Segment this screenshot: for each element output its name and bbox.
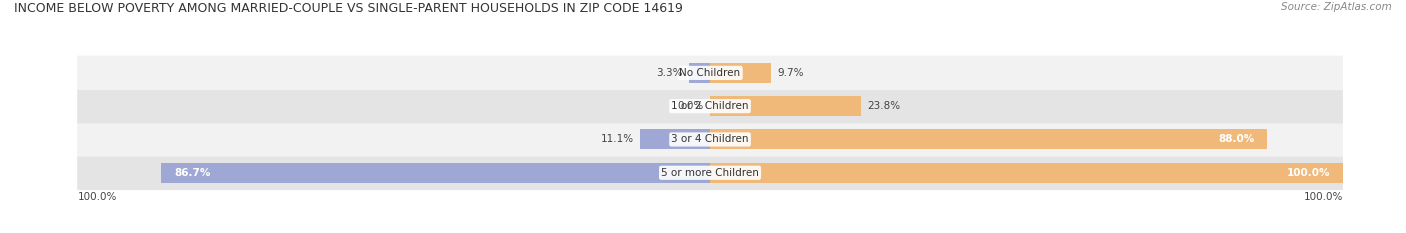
FancyBboxPatch shape [77,89,1343,123]
Bar [710,130,1267,149]
Text: 5 or more Children: 5 or more Children [661,168,759,178]
Bar [710,63,772,83]
Text: 11.1%: 11.1% [600,134,634,144]
Text: 88.0%: 88.0% [1218,134,1254,144]
Text: 23.8%: 23.8% [868,101,900,111]
Bar [689,63,710,83]
Text: 100.0%: 100.0% [77,192,117,202]
Text: 100.0%: 100.0% [1303,192,1343,202]
Text: Source: ZipAtlas.com: Source: ZipAtlas.com [1281,2,1392,12]
Bar [710,96,860,116]
Text: INCOME BELOW POVERTY AMONG MARRIED-COUPLE VS SINGLE-PARENT HOUSEHOLDS IN ZIP COD: INCOME BELOW POVERTY AMONG MARRIED-COUPL… [14,2,683,15]
Bar [162,163,710,183]
Text: 100.0%: 100.0% [1286,168,1330,178]
Text: 1 or 2 Children: 1 or 2 Children [671,101,749,111]
Text: 0.0%: 0.0% [678,101,704,111]
Text: 3.3%: 3.3% [657,68,683,78]
Text: 86.7%: 86.7% [174,168,211,178]
Bar [640,130,710,149]
FancyBboxPatch shape [77,155,1343,190]
Text: 9.7%: 9.7% [778,68,804,78]
FancyBboxPatch shape [77,122,1343,157]
Bar [710,163,1343,183]
FancyBboxPatch shape [77,56,1343,90]
Text: 3 or 4 Children: 3 or 4 Children [671,134,749,144]
Text: No Children: No Children [679,68,741,78]
